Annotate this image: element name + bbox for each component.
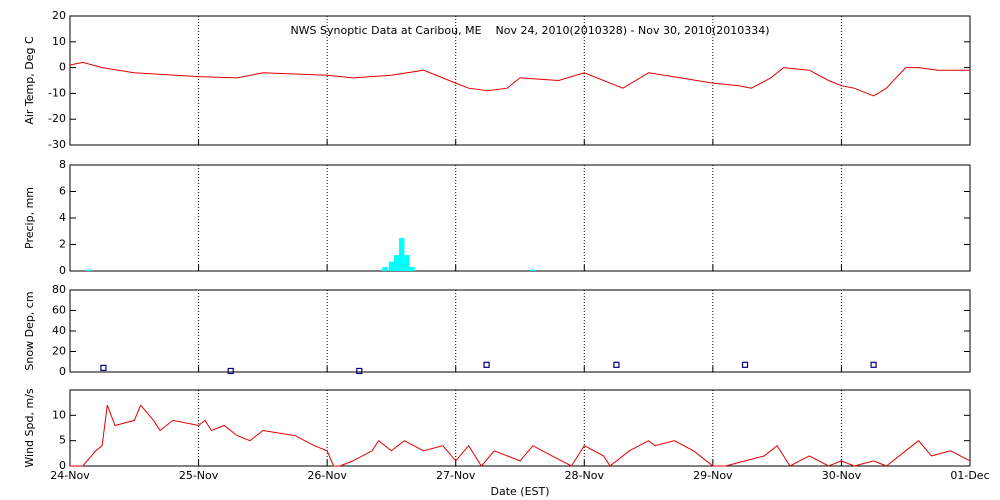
y-tick-label: 20 — [52, 9, 66, 22]
x-tick-label: 25-Nov — [179, 469, 219, 482]
y-tick-label: 8 — [59, 158, 66, 171]
y-tick-label: -10 — [48, 86, 66, 99]
y-tick-label: -20 — [48, 112, 66, 125]
point — [227, 367, 234, 375]
x-tick-label: 01-Dec — [950, 469, 989, 482]
y-tick-label: 0 — [59, 264, 66, 277]
y-axis-label: Air Temp, Deg C — [23, 36, 36, 125]
y-tick-label: 0 — [59, 61, 66, 74]
data-line — [70, 404, 971, 467]
plot-frame — [69, 289, 971, 373]
point — [741, 361, 749, 368]
y-tick-label: 10 — [52, 35, 66, 48]
y-tick-label: 2 — [59, 238, 66, 251]
x-tick-label: 29-Nov — [693, 469, 733, 482]
x-tick-label: 28-Nov — [565, 469, 605, 482]
point — [356, 367, 363, 375]
plot-frame — [69, 164, 971, 272]
point — [483, 361, 490, 368]
y-tick-label: 4 — [59, 211, 66, 224]
bar — [86, 269, 92, 271]
point — [100, 364, 107, 371]
y-tick-label: -30 — [48, 138, 66, 151]
bar — [382, 267, 388, 271]
y-axis-label: Snow Dep, cm — [23, 291, 36, 370]
x-tick-label: 26-Nov — [307, 469, 347, 482]
y-tick-label: 80 — [52, 283, 66, 296]
point — [613, 361, 620, 368]
y-tick-label: 0 — [59, 365, 66, 378]
plot-frame — [69, 389, 971, 467]
y-tick-label: 10 — [52, 408, 66, 421]
x-axis-label: Date (EST) — [490, 485, 549, 498]
y-tick-label: 20 — [52, 345, 66, 358]
x-tick-label: 27-Nov — [436, 469, 476, 482]
data-line — [69, 61, 970, 97]
y-tick-label: 6 — [59, 185, 66, 198]
y-tick-label: 5 — [59, 434, 66, 447]
y-axis-label: Wind Spd, m/s — [23, 388, 36, 468]
bar — [404, 255, 410, 271]
y-tick-label: 0 — [59, 459, 66, 472]
y-tick-label: 40 — [52, 324, 66, 337]
chart-title: NWS Synoptic Data at Caribou, ME Nov 24,… — [290, 24, 769, 37]
y-tick-label: 60 — [52, 304, 66, 317]
point — [870, 361, 877, 368]
plot-frame — [69, 15, 971, 146]
x-tick-label: 30-Nov — [822, 469, 862, 482]
bar — [530, 269, 536, 271]
bar — [409, 267, 415, 271]
bar — [393, 255, 400, 271]
bar — [399, 237, 405, 271]
bar — [388, 261, 395, 271]
x-tick-label: 24-Nov — [50, 469, 90, 482]
y-axis-label: Precip, mm — [23, 187, 36, 249]
